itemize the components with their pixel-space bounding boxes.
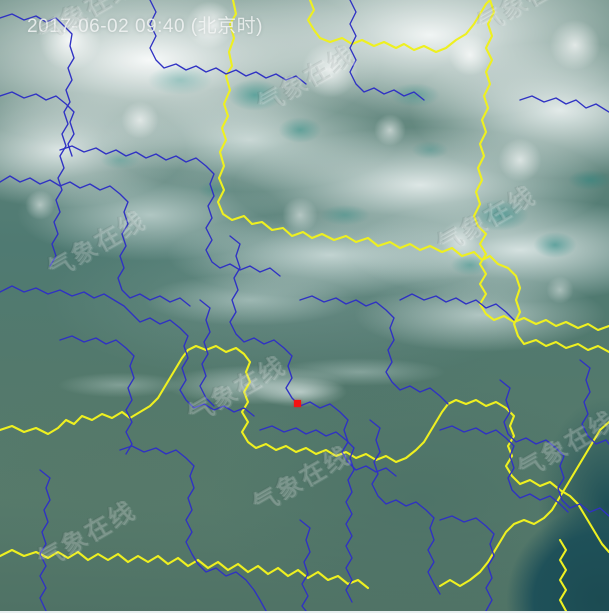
timestamp-label: 2017-06-02 09:40 (北京时) [27,16,263,37]
location-marker[interactable] [294,400,301,407]
